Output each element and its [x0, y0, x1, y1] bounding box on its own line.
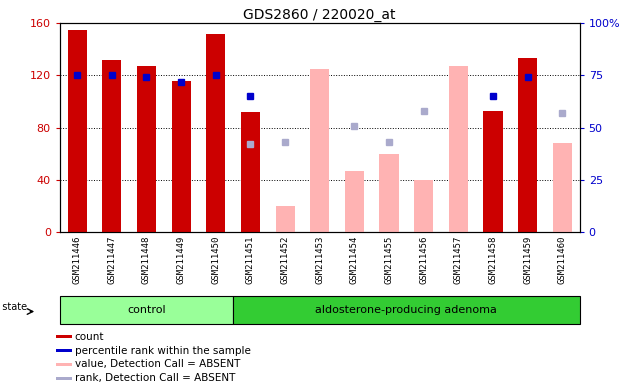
Text: GSM211452: GSM211452 [280, 235, 290, 284]
Bar [275, 206, 295, 232]
Bar [56, 335, 72, 339]
Bar [553, 143, 572, 232]
Title: GDS2860 / 220020_at: GDS2860 / 220020_at [243, 8, 396, 22]
Bar [379, 154, 399, 232]
Bar [102, 60, 122, 232]
Text: value, Detection Call = ABSENT: value, Detection Call = ABSENT [74, 359, 240, 369]
Text: GSM211453: GSM211453 [315, 235, 324, 284]
Text: aldosterone-producing adenoma: aldosterone-producing adenoma [316, 305, 497, 315]
Bar [518, 58, 537, 232]
Bar [310, 69, 329, 232]
Bar [67, 30, 87, 232]
Bar [345, 171, 364, 232]
Bar [56, 362, 72, 366]
Bar [414, 180, 433, 232]
Text: GSM211447: GSM211447 [107, 235, 117, 284]
Bar [233, 296, 580, 324]
Text: disease state: disease state [0, 301, 27, 312]
Text: GSM211450: GSM211450 [211, 235, 220, 284]
Bar [137, 66, 156, 232]
Text: GSM211457: GSM211457 [454, 235, 463, 284]
Bar [60, 296, 233, 324]
Text: GSM211454: GSM211454 [350, 235, 359, 284]
Text: GSM211460: GSM211460 [558, 235, 567, 284]
Text: control: control [127, 305, 166, 315]
Text: GSM211449: GSM211449 [176, 235, 186, 284]
Bar [56, 376, 72, 380]
Text: GSM211446: GSM211446 [72, 235, 82, 284]
Bar [171, 81, 191, 232]
Bar [483, 111, 503, 232]
Text: GSM211459: GSM211459 [523, 235, 532, 284]
Bar [206, 33, 226, 232]
Text: GSM211448: GSM211448 [142, 235, 151, 284]
Bar [449, 66, 468, 232]
Text: percentile rank within the sample: percentile rank within the sample [74, 346, 251, 356]
Text: rank, Detection Call = ABSENT: rank, Detection Call = ABSENT [74, 373, 235, 383]
Text: GSM211456: GSM211456 [419, 235, 428, 284]
Text: GSM211458: GSM211458 [488, 235, 498, 284]
Text: GSM211455: GSM211455 [384, 235, 394, 284]
Text: GSM211451: GSM211451 [246, 235, 255, 284]
Text: count: count [74, 332, 104, 342]
Bar [56, 349, 72, 353]
Bar [241, 112, 260, 232]
